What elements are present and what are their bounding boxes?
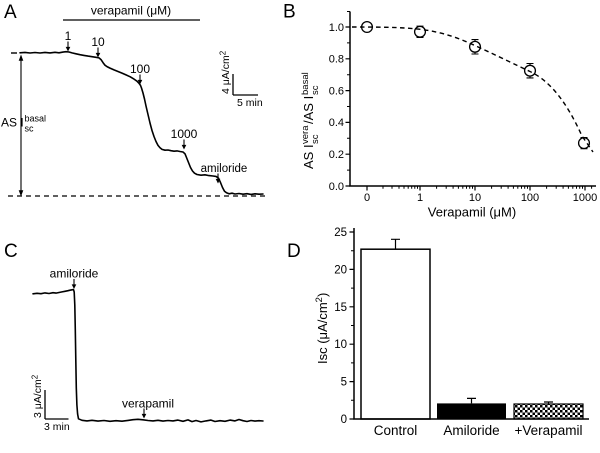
panel-c-scale-h-label: 3 min bbox=[44, 421, 70, 433]
bar-amiloride-error bbox=[467, 397, 476, 404]
panel-b: B 1.0 0.8 0.6 0.4 0.2 0.0 0 1 10 100 100… bbox=[283, 2, 597, 220]
panel-b-x-major-ticks bbox=[366, 186, 586, 191]
d-category-amiloride: Amiloride bbox=[443, 423, 499, 438]
dose-arrow-1000-icon bbox=[181, 138, 187, 151]
basal-isc-bracket-arrow bbox=[18, 54, 24, 197]
bar-verapamil-error bbox=[544, 401, 553, 404]
b-ytick-1.0: 1.0 bbox=[329, 22, 344, 34]
panel-c-scale-bar: 3 μA/cm2 3 min bbox=[31, 374, 70, 433]
panel-a: A verapamil (μM) 1 10 100 1000 amiloride… bbox=[1, 2, 265, 197]
d-ytick-20: 20 bbox=[334, 264, 347, 276]
bar-amiloride bbox=[437, 403, 506, 419]
b-ytick-0.4: 0.4 bbox=[329, 117, 344, 129]
bar-control-error bbox=[391, 238, 400, 250]
amiloride-label-a: amiloride bbox=[201, 163, 248, 175]
panel-c-trace bbox=[32, 288, 264, 423]
panel-c-letter: C bbox=[4, 241, 18, 262]
verapamil-bar-title: verapamil (μM) bbox=[91, 4, 171, 18]
panel-c-scale-v-label: 3 μA/cm2 bbox=[31, 374, 45, 418]
basal-isc-bracket-label: AS Ibasal sc bbox=[1, 114, 46, 134]
panel-a-scale-h-label: 5 min bbox=[237, 97, 263, 109]
d-category-verapamil: +Verapamil bbox=[515, 423, 583, 438]
dose-arrow-1-icon bbox=[65, 40, 71, 53]
b-ytick-0.8: 0.8 bbox=[329, 54, 344, 66]
bar-verapamil bbox=[513, 403, 584, 420]
data-point-1 bbox=[413, 25, 427, 38]
panel-d-letter: D bbox=[287, 241, 301, 262]
panel-b-x-minor-ticks bbox=[382, 186, 593, 189]
panel-d-y-major-ticks bbox=[349, 231, 354, 420]
bar-control bbox=[360, 248, 431, 420]
d-ytick-15: 15 bbox=[334, 302, 347, 314]
b-xtick-100: 100 bbox=[521, 192, 539, 204]
dose-label-100: 100 bbox=[130, 62, 150, 76]
panel-a-scale-v-label: 4 μA/cm2 bbox=[219, 50, 233, 94]
panel-a-letter: A bbox=[4, 2, 17, 23]
panel-d: D 25 20 15 10 5 0 Isc (μA/cm2) Control A… bbox=[287, 227, 589, 438]
b-xtick-10: 10 bbox=[469, 192, 481, 204]
data-point-100 bbox=[523, 64, 537, 77]
dose-label-1000: 1000 bbox=[171, 127, 198, 141]
b-xtick-1000: 1000 bbox=[573, 192, 597, 204]
panel-b-x-axis-label: Verapamil (μM) bbox=[428, 205, 516, 220]
b-ytick-0.0: 0.0 bbox=[329, 181, 344, 193]
d-ytick-10: 10 bbox=[334, 339, 347, 351]
b-ytick-0.2: 0.2 bbox=[329, 149, 344, 161]
b-ytick-0.6: 0.6 bbox=[329, 85, 344, 97]
b-xtick-0: 0 bbox=[364, 192, 370, 204]
panel-a-trace bbox=[19, 50, 264, 196]
d-ytick-0: 0 bbox=[341, 414, 347, 426]
verapamil-label-c: verapamil bbox=[122, 397, 174, 411]
panel-b-axes bbox=[349, 11, 596, 187]
d-category-control: Control bbox=[374, 423, 418, 438]
d-ytick-5: 5 bbox=[341, 377, 347, 389]
panel-d-y-minor-ticks bbox=[351, 250, 354, 401]
panel-c: C amiloride verapamil 3 μA/cm2 3 min bbox=[4, 241, 264, 433]
b-xtick-1: 1 bbox=[417, 192, 423, 204]
panel-b-letter: B bbox=[283, 2, 296, 23]
panel-b-y-minor-ticks bbox=[347, 11, 350, 171]
amiloride-arrow-c-icon bbox=[71, 278, 77, 290]
panel-a-scale-bar: 4 μA/cm2 5 min bbox=[219, 50, 263, 109]
panel-d-y-axis-label: Isc (μA/cm2) bbox=[314, 293, 330, 364]
d-ytick-25: 25 bbox=[334, 227, 347, 239]
bracket-sup: basal bbox=[25, 114, 47, 124]
panel-b-y-axis-label: AS Iverasc/AS Ibasalsc bbox=[300, 72, 321, 169]
dose-label-1: 1 bbox=[65, 29, 72, 43]
amiloride-label-c: amiloride bbox=[50, 267, 99, 281]
dose-arrow-10-icon bbox=[95, 46, 101, 59]
dose-label-10: 10 bbox=[91, 35, 105, 49]
bracket-sub: sc bbox=[25, 124, 35, 134]
panel-b-y-major-ticks bbox=[345, 26, 350, 187]
